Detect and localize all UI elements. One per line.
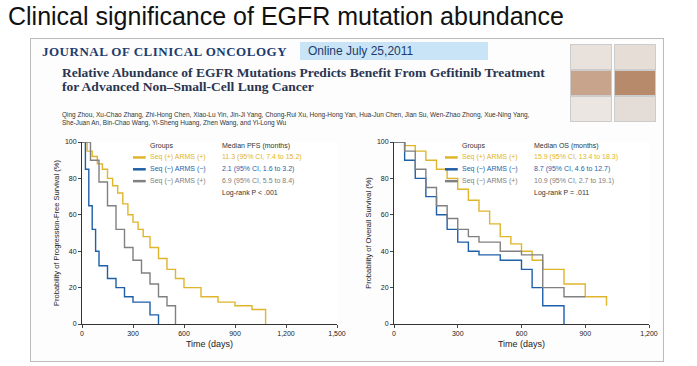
svg-text:Groups: Groups <box>462 142 485 150</box>
svg-text:10.9 (95% CI, 2.7 to 19.1): 10.9 (95% CI, 2.7 to 19.1) <box>534 177 614 185</box>
html-text:Online July 25,2011: Online July 25,2011 <box>308 44 414 58</box>
svg-text:Seq (−) ARMS (−): Seq (−) ARMS (−) <box>150 165 206 173</box>
svg-text:6.9 (95% CI, 5.5 to 8.4): 6.9 (95% CI, 5.5 to 8.4) <box>222 177 294 185</box>
svg-text:600: 600 <box>516 330 528 337</box>
svg-text:Seq (−) ARMS (+): Seq (−) ARMS (+) <box>150 177 206 185</box>
html-text:Clinical significance of EGFR: Clinical significance of EGFR mutation a… <box>8 2 564 30</box>
svg-text:1,200: 1,200 <box>277 330 295 337</box>
html-text:Qing Zhou, Xu-Chao Zhang, Zhi-: Qing Zhou, Xu-Chao Zhang, Zhi-Hong Chen,… <box>62 111 530 126</box>
svg-text:Median PFS (months): Median PFS (months) <box>222 142 290 150</box>
svg-text:20: 20 <box>69 284 77 291</box>
svg-text:600: 600 <box>178 330 190 337</box>
svg-text:900: 900 <box>579 330 591 337</box>
svg-text:40: 40 <box>381 248 389 255</box>
svg-text:Time (days): Time (days) <box>186 339 233 349</box>
svg-text:8.7 (95% CI, 4.6 to 12.7): 8.7 (95% CI, 4.6 to 12.7) <box>534 165 610 173</box>
svg-text:0: 0 <box>392 330 396 337</box>
svg-text:60: 60 <box>381 211 389 218</box>
svg-text:40: 40 <box>69 248 77 255</box>
svg-text:20: 20 <box>381 284 389 291</box>
svg-text:80: 80 <box>69 175 77 182</box>
svg-text:Groups: Groups <box>150 142 173 150</box>
svg-text:80: 80 <box>381 175 389 182</box>
svg-text:900: 900 <box>229 330 241 337</box>
svg-text:Probability of Overall Surviva: Probability of Overall Survival (%) <box>364 177 373 289</box>
svg-text:Seq (+) ARMS (+): Seq (+) ARMS (+) <box>462 153 518 161</box>
svg-text:15.9 (95% CI, 13.4 to 18.3): 15.9 (95% CI, 13.4 to 18.3) <box>534 153 618 161</box>
svg-text:Seq (−) ARMS (+): Seq (−) ARMS (+) <box>462 177 518 185</box>
svg-text:100: 100 <box>377 138 389 145</box>
svg-text:1,200: 1,200 <box>640 330 658 337</box>
svg-text:Log-rank P = .011: Log-rank P = .011 <box>534 189 589 197</box>
svg-text:0: 0 <box>80 330 84 337</box>
svg-text:100: 100 <box>65 138 77 145</box>
svg-text:60: 60 <box>69 211 77 218</box>
html-text:JOURNAL OF CLINICAL ONCOLOGY: JOURNAL OF CLINICAL ONCOLOGY <box>42 44 287 59</box>
html-text:Relative Abundance of EGFR Mut: Relative Abundance of EGFR Mutations Pre… <box>62 65 545 94</box>
svg-text:Seq (+) ARMS (+): Seq (+) ARMS (+) <box>150 153 206 161</box>
svg-text:0: 0 <box>73 320 77 327</box>
svg-text:2.1 (95% CI, 1.6 to 3.2): 2.1 (95% CI, 1.6 to 3.2) <box>222 165 294 173</box>
svg-text:Median OS (months): Median OS (months) <box>534 142 599 150</box>
svg-text:Probability of Progression-Fre: Probability of Progression-Free Survival… <box>52 160 61 306</box>
svg-text:Log-rank P < .001: Log-rank P < .001 <box>222 189 278 197</box>
svg-text:Time (days): Time (days) <box>498 339 545 349</box>
svg-text:1,500: 1,500 <box>328 330 346 337</box>
svg-text:300: 300 <box>452 330 464 337</box>
svg-text:11.3 (95% CI, 7.4 to 15.2): 11.3 (95% CI, 7.4 to 15.2) <box>222 153 302 161</box>
svg-text:300: 300 <box>127 330 139 337</box>
svg-text:Seq (−) ARMS (−): Seq (−) ARMS (−) <box>462 165 518 173</box>
svg-text:0: 0 <box>385 320 389 327</box>
